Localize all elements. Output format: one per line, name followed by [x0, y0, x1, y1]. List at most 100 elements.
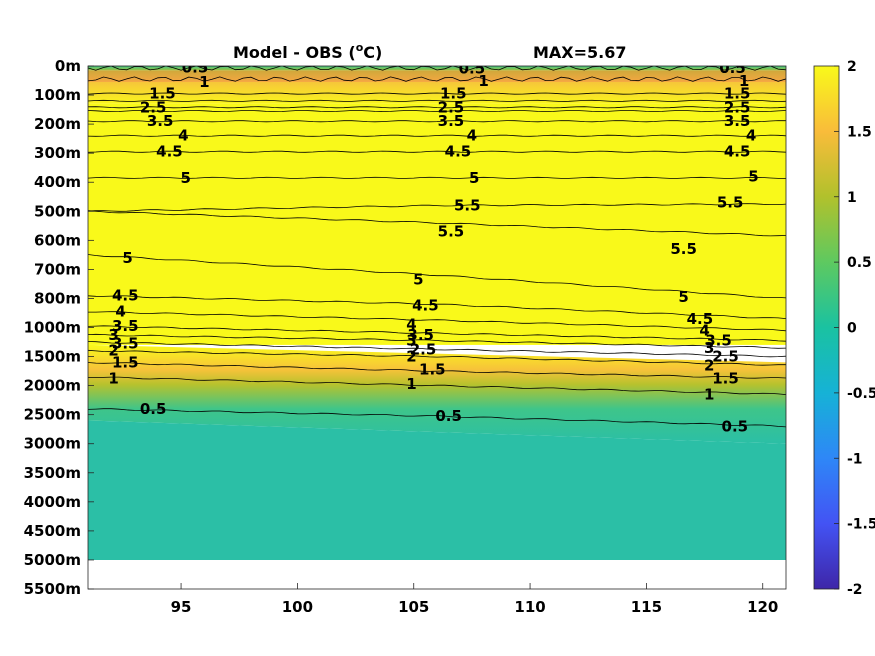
- y-tick-label: 3000m: [24, 435, 81, 453]
- contour-label: 1.5: [419, 361, 446, 379]
- contour-label: 4.5: [724, 143, 751, 161]
- contour-line: [88, 176, 786, 179]
- contour-line: [88, 341, 786, 358]
- contour-label: 5: [413, 271, 423, 289]
- y-tick-label: 0m: [55, 57, 81, 75]
- contour-line: [88, 150, 786, 153]
- contour-label: 5.5: [454, 196, 481, 214]
- x-tick-label: 105: [398, 598, 429, 616]
- contour-line: [88, 66, 786, 71]
- field-band: [88, 66, 786, 71]
- y-tick-label: 2500m: [24, 406, 81, 424]
- contour-line: [88, 325, 786, 342]
- colorbar-ticks: 2 1.5 1 0.5 0 -0.5 -1 -1.5 -2: [834, 59, 875, 598]
- contour-line: [88, 408, 786, 428]
- contour-label: 4: [115, 303, 125, 321]
- contour-line: [88, 120, 786, 123]
- contour-label: 1.5: [149, 85, 176, 103]
- contour-label: 1: [478, 72, 488, 90]
- y-tick-label: 700m: [34, 260, 81, 278]
- contour-label: 1.5: [712, 369, 739, 387]
- x-tick-label: 115: [631, 598, 662, 616]
- plot-area: 0.5 0.5 0.51 1 11.5 1.5 1.52.5 2.5 2.53.5 3.5 3.54…: [88, 58, 786, 560]
- contour-label: 3: [704, 339, 714, 357]
- contour-line: [88, 295, 786, 319]
- y-tick-label: 200m: [34, 115, 81, 133]
- contour-label: 1.5: [112, 353, 139, 371]
- contour-lines: [88, 66, 786, 428]
- contour-label: 4: [467, 127, 477, 145]
- contour-line: [88, 311, 786, 332]
- contour-label: 4: [406, 316, 416, 334]
- contour-label: 4: [746, 127, 756, 145]
- field-band: [88, 70, 786, 82]
- contour-label: 0.5: [182, 58, 209, 76]
- contour-line: [88, 349, 786, 366]
- contour-label: 4.5: [156, 143, 183, 161]
- contour-label: 2: [406, 348, 416, 366]
- contour-label: 1: [108, 369, 118, 387]
- contour-line: [88, 203, 786, 212]
- colorbar-tick-label: 2: [847, 59, 857, 75]
- contour-label: 2.5: [712, 348, 739, 366]
- contour-label: 3.5: [147, 112, 174, 130]
- contour-label: 4.5: [412, 297, 439, 315]
- contour-label: 3.5: [724, 112, 751, 130]
- colorbar-tick-label: -0.5: [847, 386, 875, 402]
- y-tick-label: 1500m: [24, 348, 81, 366]
- contour-label: 3: [406, 332, 416, 350]
- contour-label: 3.5: [407, 326, 434, 344]
- contour-label: 0.5: [722, 417, 749, 435]
- x-axis: 95 100 105 110 115 120: [171, 583, 778, 616]
- y-axis: 0m 100m 200m 300m 400m 500m 600m 700m 800m 1000m 1…: [24, 57, 94, 598]
- contour-label: 2.5: [438, 98, 465, 116]
- contour-line: [88, 333, 786, 349]
- contour-label: 0.5: [140, 400, 167, 418]
- contour-label: 5.5: [670, 240, 697, 258]
- contour-line: [88, 76, 786, 82]
- contour-label: 4.5: [112, 287, 139, 305]
- colorbar-tick-label: -1: [847, 451, 863, 467]
- contour-label: 5.5: [717, 194, 744, 212]
- x-tick-label: 95: [171, 598, 192, 616]
- contour-label: 2: [704, 356, 714, 374]
- contour-label: 1: [704, 385, 714, 403]
- contour-labels: 0.5 0.5 0.51 1 11.5 1.5 1.52.5 2.5 2.53.5 3.5 3.54…: [108, 58, 758, 435]
- contour-label: 3.5: [438, 112, 465, 130]
- contour-label: 2.5: [410, 340, 437, 358]
- contour-label: 4: [699, 321, 709, 339]
- y-tick-label: 4500m: [24, 522, 81, 540]
- y-tick-label: 4000m: [24, 493, 81, 511]
- y-tick-label: 100m: [34, 86, 81, 104]
- contour-label: 0.5: [435, 407, 462, 425]
- contour-line: [88, 106, 786, 109]
- colorbar-tick-label: -2: [847, 582, 863, 598]
- y-tick-label: 600m: [34, 231, 81, 249]
- contour-label: 5: [122, 249, 132, 267]
- contour-line: [88, 134, 786, 137]
- contour-label: 1: [199, 73, 209, 91]
- contour-line: [88, 99, 786, 102]
- contour-label: 5: [678, 288, 688, 306]
- contour-label: 3: [108, 326, 118, 344]
- y-tick-label: 300m: [34, 144, 81, 162]
- y-tick-label: 5000m: [24, 551, 81, 569]
- field-band: [88, 103, 786, 345]
- y-tick-label: 1000m: [24, 319, 81, 337]
- contour-label: 5: [469, 169, 479, 187]
- contour-line: [88, 110, 786, 113]
- y-tick-label: 5500m: [24, 580, 81, 598]
- contour-label: 2: [108, 342, 118, 360]
- colorbar-tick-label: 0.5: [847, 255, 872, 271]
- contour-label: 2.5: [140, 98, 167, 116]
- contour-label: 4.5: [445, 143, 472, 161]
- contour-line: [88, 376, 786, 395]
- colorbar-tick-label: 1.5: [847, 124, 872, 140]
- contour-line: [88, 254, 786, 299]
- contour-label: 3.5: [112, 317, 139, 335]
- contour-label: 5: [748, 167, 758, 185]
- data-bottom-mask: [88, 561, 786, 589]
- contour-label: 1: [406, 375, 416, 393]
- contour-line: [88, 362, 786, 379]
- contour-label: 1.5: [440, 85, 467, 103]
